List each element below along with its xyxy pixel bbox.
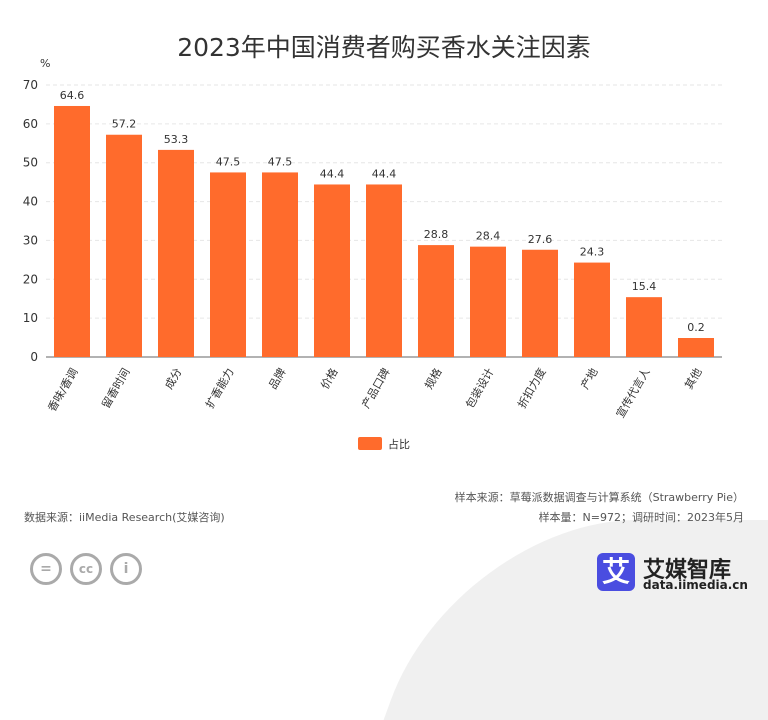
x-tick-label: 规格: [421, 366, 444, 392]
bar: [418, 245, 454, 357]
data-label: 24.3: [580, 246, 605, 259]
x-tick-label: 留香时间: [99, 366, 132, 411]
data-label: 28.8: [424, 228, 449, 241]
y-tick-label: 10: [23, 311, 38, 325]
bar: [314, 184, 350, 357]
footer-background: [383, 520, 768, 720]
x-tick-label: 品牌: [265, 366, 288, 392]
x-tick-label: 折扣力度: [514, 366, 548, 411]
bar: [210, 172, 246, 357]
data-source: 数据来源：iiMedia Research(艾媒咨询): [24, 511, 225, 524]
data-label: 0.2: [687, 321, 705, 334]
x-tick-label: 其他: [682, 366, 704, 392]
y-tick-label: 40: [23, 195, 38, 209]
bar-chart: % 0 10 20 30 40 50 60 70 64.6 香味/香调 57.2 留香时间 53.3 成分 4…: [23, 57, 722, 451]
data-label: 15.4: [632, 280, 657, 293]
x-tick-label: 香味/香调: [45, 366, 80, 414]
data-label: 53.3: [164, 133, 189, 146]
y-tick-label: 70: [23, 78, 38, 92]
y-tick-label: 30: [23, 233, 38, 247]
y-tick-label: 20: [23, 272, 38, 286]
y-axis-unit: %: [40, 57, 50, 70]
bar: [522, 249, 558, 357]
data-label: 44.4: [372, 167, 397, 180]
x-tick-label: 包装设计: [463, 366, 496, 411]
data-label: 47.5: [216, 155, 241, 168]
bar: [262, 172, 298, 357]
x-tick-label: 产品口碑: [358, 366, 392, 411]
brand-url: data.iimedia.cn: [643, 578, 748, 592]
sample-source: 样本来源：草莓派数据调查与计算系统（Strawberry Pie）: [454, 491, 744, 504]
data-label: 28.4: [476, 230, 501, 243]
bar: [158, 149, 194, 357]
x-tick-label: 价格: [317, 366, 340, 392]
cc-by-icon: i: [110, 553, 142, 585]
y-tick-label: 60: [23, 117, 38, 131]
data-label: 64.6: [60, 89, 85, 102]
bar: [106, 134, 142, 357]
chart-title: 2023年中国消费者购买香水关注因素: [177, 33, 591, 62]
data-label: 27.6: [528, 233, 553, 246]
bar: [626, 297, 662, 357]
data-label: 47.5: [268, 155, 293, 168]
y-tick-label: 0: [30, 350, 38, 364]
data-label: 44.4: [320, 167, 345, 180]
bar: [54, 105, 90, 358]
bar: [678, 338, 714, 357]
x-tick-label: 成分: [162, 366, 184, 392]
bar: [470, 246, 506, 357]
bar: [574, 262, 610, 357]
brand-logo: 艾: [597, 553, 635, 591]
data-label: 57.2: [112, 118, 137, 131]
cc-icon: cc: [70, 553, 102, 585]
cc-nd-icon: =: [30, 553, 62, 585]
brand-name: 艾媒智库: [643, 558, 732, 583]
sample-info: 样本量：N=972；调研时间：2023年5月: [538, 511, 744, 524]
x-tick-label: 产地: [577, 366, 600, 392]
bar: [366, 184, 402, 357]
x-tick-label: 扩香能力: [202, 366, 236, 411]
legend-label: 占比: [388, 437, 410, 451]
legend-swatch: [358, 437, 382, 450]
y-tick-label: 50: [23, 156, 38, 170]
x-tick-label: 宣传代言人: [613, 366, 653, 421]
